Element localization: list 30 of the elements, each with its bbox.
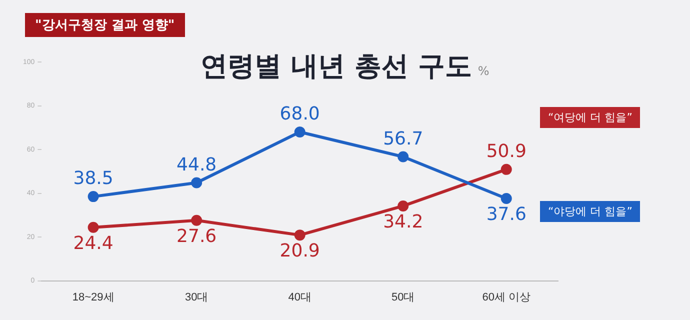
data-label: 56.7 xyxy=(383,128,424,150)
point xyxy=(500,193,512,204)
point xyxy=(88,222,99,233)
data-label: 20.9 xyxy=(280,240,320,262)
point xyxy=(294,230,306,241)
data-label: 50.9 xyxy=(486,141,526,162)
point xyxy=(88,191,99,202)
point xyxy=(191,214,202,226)
text: “여당에 더 힘을” xyxy=(540,107,640,128)
data-label: 24.4 xyxy=(73,233,114,254)
data-label: 27.6 xyxy=(176,226,217,248)
text: “야당에 더 힘을” xyxy=(540,200,640,222)
data-label: 44.8 xyxy=(176,154,217,176)
point xyxy=(398,151,409,162)
x-tick-label: 18~29세 xyxy=(72,291,114,304)
y-axis-title: % xyxy=(478,64,490,78)
chart-subtitle: "강서구청장 결과 영향" xyxy=(25,13,185,37)
data-label: 38.5 xyxy=(73,168,114,190)
point xyxy=(500,164,512,175)
x-tick-label: 40대 xyxy=(288,291,312,304)
x-tick-label: 30대 xyxy=(184,291,208,304)
point xyxy=(191,177,202,188)
point xyxy=(398,200,409,212)
data-label: 68.0 xyxy=(280,104,320,125)
x-tick-label: 50대 xyxy=(391,291,415,304)
data-label: 37.6 xyxy=(486,204,526,226)
data-label: 34.2 xyxy=(383,212,424,233)
x-tick-label: 60세 이상 xyxy=(482,291,531,304)
point xyxy=(294,126,306,138)
chart-title: 연령별 내년 총선 구도 xyxy=(200,51,472,82)
